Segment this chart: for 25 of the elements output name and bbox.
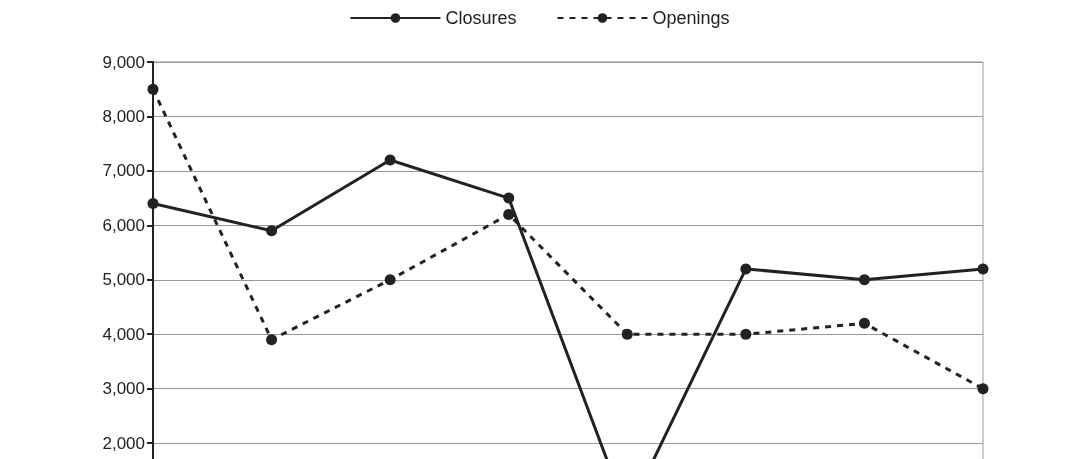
y-tick-label: 6,000 [102, 215, 145, 235]
y-tick-label: 7,000 [102, 161, 145, 181]
point [621, 328, 633, 340]
point [740, 263, 752, 275]
legend-label: Closures [445, 8, 517, 28]
point [266, 225, 278, 237]
y-tick-label: 4,000 [102, 324, 145, 344]
point [503, 208, 515, 220]
legend-label: Openings [652, 8, 730, 28]
y-tick-label: 3,000 [102, 379, 145, 399]
y-tick-label: 5,000 [102, 270, 145, 290]
point [503, 192, 515, 204]
point [977, 383, 989, 395]
point [858, 317, 870, 329]
y-tick-label: 2,000 [102, 433, 145, 453]
point [147, 83, 159, 95]
point [858, 274, 870, 286]
y-tick-label: 8,000 [102, 106, 145, 126]
y-tick-label: 9,000 [102, 52, 145, 72]
point [384, 274, 396, 286]
point [384, 154, 396, 166]
point [147, 198, 159, 210]
point [266, 334, 278, 346]
point [740, 328, 752, 340]
point [977, 263, 989, 275]
